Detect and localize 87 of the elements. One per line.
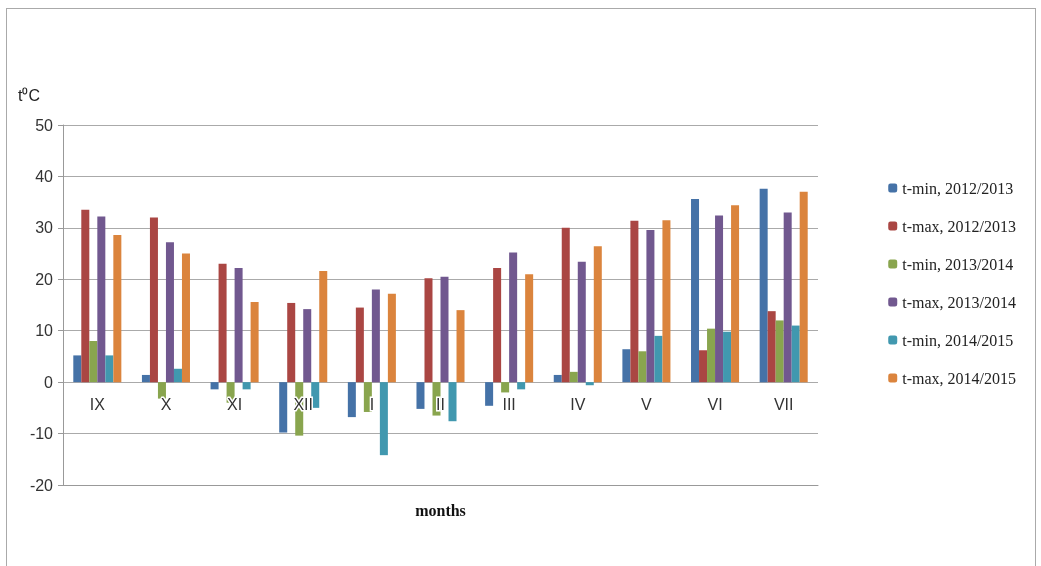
bar bbox=[279, 382, 288, 433]
bar bbox=[731, 205, 740, 383]
x-tick-label: X bbox=[160, 395, 172, 413]
bar bbox=[509, 252, 518, 383]
bar bbox=[485, 382, 494, 406]
bar bbox=[371, 289, 380, 383]
bar bbox=[303, 309, 312, 383]
bar bbox=[157, 382, 166, 399]
x-tick-label: I bbox=[369, 395, 375, 413]
bar bbox=[767, 311, 776, 383]
bar bbox=[448, 382, 457, 422]
bar bbox=[638, 351, 647, 383]
bar bbox=[181, 253, 190, 383]
bar bbox=[242, 382, 251, 390]
bar bbox=[149, 217, 158, 383]
bar bbox=[319, 271, 328, 383]
bar bbox=[691, 199, 700, 383]
bar bbox=[569, 371, 578, 383]
bar bbox=[113, 235, 122, 383]
bar bbox=[799, 191, 808, 383]
bar bbox=[791, 325, 800, 383]
bar bbox=[347, 382, 356, 418]
legend-label: t-min, 2014/2015 bbox=[902, 331, 1014, 349]
legend-label: t-min, 2012/2013 bbox=[902, 179, 1014, 197]
bar bbox=[141, 374, 150, 383]
bar bbox=[234, 267, 243, 383]
y-tick-label: 30 bbox=[35, 219, 54, 237]
y-tick-label: 20 bbox=[35, 270, 54, 288]
bar bbox=[501, 382, 510, 393]
legend-label: t-min, 2013/2014 bbox=[902, 255, 1014, 273]
legend-label: t-max, 2014/2015 bbox=[902, 369, 1016, 387]
bar bbox=[699, 350, 708, 383]
bar bbox=[654, 335, 663, 383]
bar bbox=[97, 216, 106, 383]
bar bbox=[622, 349, 631, 383]
legend-label: t-max, 2013/2014 bbox=[902, 293, 1016, 311]
x-tick-label: VII bbox=[773, 395, 794, 413]
x-tick-label: VI bbox=[707, 395, 723, 413]
bar bbox=[662, 220, 671, 383]
x-tick-label: IX bbox=[89, 395, 106, 413]
bar bbox=[379, 382, 388, 456]
bar bbox=[783, 212, 792, 383]
x-tick-label: V bbox=[641, 395, 653, 413]
bar bbox=[73, 355, 82, 383]
bar bbox=[525, 274, 534, 383]
bar bbox=[105, 355, 114, 383]
bar bbox=[287, 302, 296, 383]
x-tick-label: III bbox=[502, 395, 516, 413]
bar bbox=[89, 341, 98, 383]
bar bbox=[577, 261, 586, 383]
bar bbox=[81, 209, 90, 383]
bar bbox=[456, 310, 465, 383]
bar bbox=[723, 331, 732, 383]
bar bbox=[759, 188, 768, 383]
bar bbox=[210, 382, 219, 390]
bar bbox=[707, 328, 716, 383]
bar bbox=[630, 220, 639, 383]
x-tick-label: II bbox=[436, 395, 445, 413]
y-tick-label: 0 bbox=[44, 373, 54, 391]
bar bbox=[517, 382, 526, 390]
x-axis-title: months bbox=[415, 501, 466, 519]
bar bbox=[218, 263, 227, 383]
bar bbox=[593, 246, 602, 383]
bar bbox=[646, 229, 655, 383]
bar bbox=[416, 382, 425, 409]
y-tick-label: 40 bbox=[35, 167, 54, 185]
bar bbox=[715, 215, 724, 383]
bar bbox=[561, 227, 570, 383]
bar bbox=[250, 301, 259, 383]
bar bbox=[355, 307, 364, 383]
bar bbox=[424, 278, 433, 383]
bar bbox=[553, 374, 562, 383]
bar bbox=[173, 368, 182, 383]
legend-label: t-max, 2012/2013 bbox=[902, 217, 1016, 235]
bar bbox=[387, 293, 396, 383]
y-axis-title: t⁰C bbox=[18, 86, 40, 104]
y-tick-label: 50 bbox=[35, 116, 54, 134]
x-tick-label: XI bbox=[227, 395, 243, 413]
bar bbox=[493, 267, 502, 383]
bar bbox=[165, 242, 174, 383]
x-tick-label: IV bbox=[570, 395, 586, 413]
y-tick-label: -20 bbox=[29, 476, 54, 494]
y-tick-label: -10 bbox=[29, 425, 54, 443]
y-tick-label: 10 bbox=[35, 322, 54, 340]
bar bbox=[775, 320, 784, 383]
bar bbox=[440, 276, 449, 383]
bar bbox=[585, 382, 594, 386]
